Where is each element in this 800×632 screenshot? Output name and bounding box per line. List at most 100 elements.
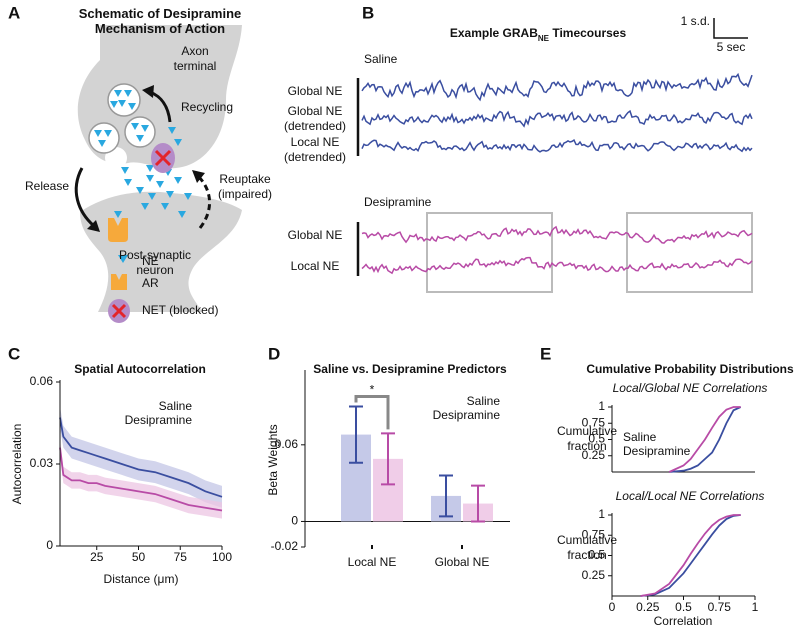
ne-molecule <box>94 130 102 137</box>
panel-label: D <box>268 344 280 363</box>
trace-label: Global NE <box>287 228 343 242</box>
ne-molecule <box>146 165 154 172</box>
significance-marker: * <box>370 383 375 397</box>
vesicle <box>88 122 120 154</box>
x-tick-label: 0.25 <box>636 600 660 614</box>
trace-label: Local NE <box>290 259 340 273</box>
legend-label: Saline <box>623 430 657 444</box>
x-tick-label: Local NE <box>348 555 397 569</box>
x-axis-label: Distance (μm) <box>104 572 179 586</box>
ne-molecule <box>114 211 122 218</box>
y-tick-label: 0.06 <box>275 437 299 451</box>
ar-receptor <box>108 218 128 242</box>
x-axis-label: Correlation <box>654 614 713 628</box>
y-tick-label: 0.25 <box>582 448 606 462</box>
label: Release <box>24 179 70 193</box>
significance-bracket <box>354 394 390 430</box>
trace-label: Local NE (detrended) <box>283 135 347 164</box>
vesicle <box>124 116 156 148</box>
panel-label: E <box>540 344 551 363</box>
line <box>669 406 742 473</box>
label: Recycling <box>180 100 234 114</box>
chart-title: Saline vs. Desipramine Predictors <box>313 362 507 376</box>
x-tick-label: 0.75 <box>708 600 732 614</box>
x-tick-label: 1 <box>752 600 759 614</box>
arrow-head <box>87 220 100 232</box>
line <box>640 514 741 597</box>
ne-molecule <box>184 193 192 200</box>
trace <box>361 139 753 153</box>
scale-x-label: 5 sec <box>717 40 746 54</box>
scale-bar <box>713 18 748 39</box>
trace <box>361 256 753 275</box>
x-tick-label: Global NE <box>435 555 490 569</box>
y-tick-label: 0 <box>46 538 53 552</box>
line <box>668 406 741 473</box>
error-bar <box>349 405 363 464</box>
error-bar <box>381 432 395 486</box>
chart-subtitle: Local/Global NE Correlations <box>613 381 768 395</box>
ne-molecule <box>141 125 149 132</box>
traces <box>361 72 753 275</box>
ne-molecule <box>114 90 122 97</box>
chart-title: Spatial Autocorrelation <box>74 362 206 376</box>
y-axis-label: Cumulative fraction <box>557 424 618 453</box>
legend-label: Desipramine <box>433 408 501 422</box>
trace-label: Global NE (detrended) <box>283 104 347 133</box>
notch <box>105 147 127 169</box>
ne-molecule <box>121 167 129 174</box>
y-axis-label: Autocorrelation <box>10 424 24 505</box>
release-arrow <box>74 167 96 228</box>
ne-molecule <box>141 203 149 210</box>
ne-molecule <box>124 90 132 97</box>
y-tick-label: 0.03 <box>30 456 54 470</box>
ne-molecule <box>146 175 154 182</box>
trace <box>361 72 753 102</box>
x-tick-label: 25 <box>90 550 104 564</box>
legend-label: Saline <box>467 394 501 408</box>
ne-molecule <box>118 100 126 107</box>
y-tick-label: 1 <box>598 399 605 413</box>
legend-x <box>111 303 127 319</box>
ne-molecule <box>136 135 144 142</box>
blocked-x <box>154 149 172 167</box>
error-band <box>60 439 222 519</box>
ne-molecule <box>148 193 156 200</box>
reuptake-arrow <box>196 174 211 229</box>
ne-molecule <box>124 179 132 186</box>
line <box>59 447 223 512</box>
x-tick-label: 100 <box>212 550 232 564</box>
schematic <box>74 25 243 323</box>
legend-label: Desipramine <box>623 444 691 458</box>
y-tick-label: 1 <box>598 507 605 521</box>
ne-molecule <box>156 181 164 188</box>
ne-molecule <box>98 140 106 147</box>
x-tick-label: 0 <box>609 600 616 614</box>
label: Post-synaptic neuron <box>118 248 192 277</box>
trace <box>361 225 753 244</box>
group-name: Saline <box>364 52 398 66</box>
timecourse-title: Example GRABNE Timecourses <box>450 26 627 42</box>
legend-label: AR <box>142 276 159 290</box>
label: Axon terminal <box>173 44 217 73</box>
title-part: Timecourses <box>549 26 626 40</box>
panel-label: C <box>8 344 20 363</box>
ne-molecule <box>168 127 176 134</box>
legend-label: NET (blocked) <box>142 303 218 317</box>
ne-molecule <box>178 211 186 218</box>
y-tick-label: 0.5 <box>588 548 605 562</box>
chart-title: Cumulative Probability Distributions <box>586 362 794 376</box>
y-tick-label: 0.75 <box>582 527 606 541</box>
highlight-box <box>626 212 753 293</box>
line <box>59 417 223 498</box>
ne-molecule <box>174 177 182 184</box>
title-part: NE <box>538 34 550 43</box>
panel-label: A <box>8 3 20 22</box>
trace <box>361 109 753 128</box>
title-part: Example GRAB <box>450 26 538 40</box>
y-tick-label: 0 <box>291 514 298 528</box>
ne-molecule <box>174 139 182 146</box>
y-tick-label: 0.5 <box>588 432 605 446</box>
error-bar <box>471 484 485 523</box>
